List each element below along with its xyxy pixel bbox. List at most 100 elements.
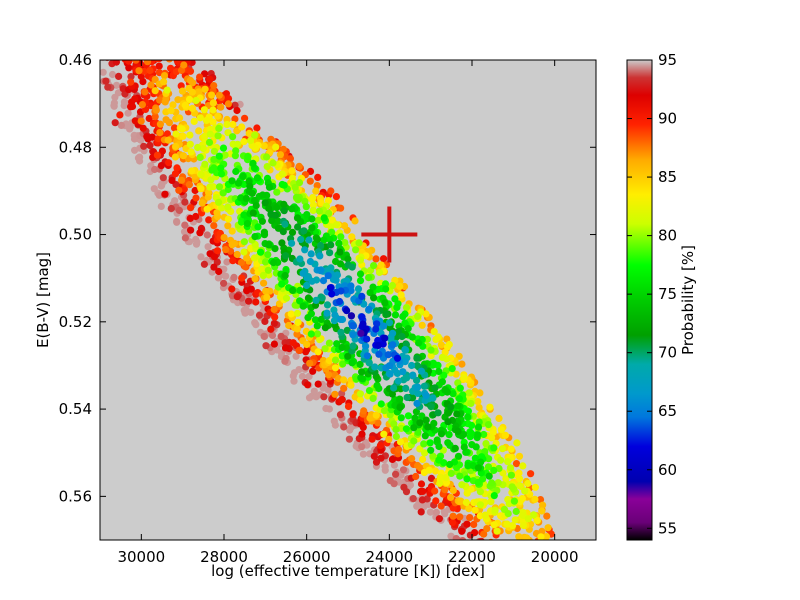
scatter-point xyxy=(224,185,232,194)
scatter-point xyxy=(402,425,410,433)
scatter-point xyxy=(521,487,529,495)
scatter-point xyxy=(229,120,237,129)
scatter-point xyxy=(270,319,278,327)
scatter-point xyxy=(375,350,383,358)
scatter-point xyxy=(238,123,246,131)
scatter-point xyxy=(519,553,526,560)
scatter-point xyxy=(458,527,466,535)
scatter-point xyxy=(477,537,485,540)
scatter-point xyxy=(474,423,483,431)
scatter-point xyxy=(224,222,232,230)
scatter-point xyxy=(311,316,320,324)
scatter-point xyxy=(442,474,450,482)
scatter-point xyxy=(430,328,438,336)
scatter-point xyxy=(294,196,302,204)
scatter-point xyxy=(131,52,138,59)
scatter-point xyxy=(218,204,226,212)
y-tick-label: 0.48 xyxy=(59,138,92,156)
scatter-point xyxy=(552,570,559,577)
scatter-point xyxy=(315,207,324,215)
scatter-point xyxy=(309,206,317,214)
scatter-point xyxy=(263,153,271,161)
scatter-point xyxy=(161,48,168,55)
scatter-point xyxy=(295,162,303,170)
scatter-point xyxy=(210,222,218,230)
scatter-point xyxy=(454,427,462,435)
scatter-point xyxy=(320,393,328,401)
scatter-point xyxy=(134,154,142,162)
scatter-point xyxy=(521,566,528,573)
scatter-point xyxy=(445,340,453,349)
scatter-point xyxy=(501,559,508,566)
scatter-point xyxy=(200,260,208,268)
scatter-point xyxy=(237,218,246,226)
scatter-point xyxy=(359,320,367,328)
scatter-point xyxy=(214,112,222,120)
scatter-point xyxy=(206,183,214,191)
scatter-point xyxy=(504,509,512,518)
scatter-point xyxy=(187,226,195,234)
scatter-point xyxy=(201,160,209,168)
colorbar-tick-label: 55 xyxy=(658,519,677,537)
scatter-point xyxy=(314,216,322,224)
scatter-point xyxy=(139,124,147,132)
scatter-point xyxy=(451,444,459,452)
scatter-point xyxy=(530,584,537,591)
scatter-point xyxy=(251,275,259,283)
scatter-point xyxy=(381,463,389,471)
scatter-point xyxy=(358,292,366,300)
scatter-point xyxy=(427,346,435,354)
scatter-point xyxy=(438,378,446,386)
scatter-point xyxy=(162,116,170,124)
scatter-point xyxy=(354,285,363,293)
scatter-point xyxy=(122,48,129,55)
scatter-point xyxy=(523,582,530,589)
scatter-point xyxy=(175,53,182,60)
scatter-point xyxy=(141,31,148,38)
scatter-point xyxy=(337,315,345,323)
scatter-point xyxy=(416,445,424,453)
scatter-point xyxy=(262,342,270,350)
colorbar-ticks: 55 60 65 70 75 80 85 90 95 xyxy=(627,51,677,537)
scatter-point xyxy=(115,33,122,40)
scatter-point xyxy=(99,46,106,53)
scatter-point xyxy=(320,214,328,222)
scatter-point xyxy=(372,325,380,333)
scatter-point xyxy=(506,464,515,472)
scatter-point xyxy=(337,204,345,212)
scatter-point xyxy=(412,472,420,481)
scatter-point xyxy=(116,111,124,119)
scatter-point xyxy=(508,522,517,530)
scatter-point xyxy=(307,330,315,338)
scatter-point xyxy=(181,234,189,242)
scatter-point xyxy=(299,302,307,310)
scatter-point xyxy=(146,141,154,150)
scatter-point xyxy=(112,60,120,66)
scatter-point xyxy=(519,539,522,540)
scatter-point xyxy=(305,236,313,244)
scatter-point xyxy=(359,375,367,383)
scatter-point xyxy=(192,96,200,105)
scatter-point xyxy=(201,85,209,93)
scatter-point xyxy=(178,87,187,95)
scatter-point xyxy=(288,167,296,175)
x-axis-label: log (effective temperature [K]) [dex] xyxy=(211,562,485,580)
scatter-point xyxy=(297,235,305,244)
scatter-point xyxy=(484,463,493,471)
scatter-point xyxy=(228,241,236,249)
scatter-point xyxy=(210,164,218,172)
scatter-point xyxy=(454,402,462,410)
scatter-point xyxy=(279,145,287,153)
scatter-point xyxy=(255,311,264,319)
scatter-point xyxy=(290,377,298,385)
scatter-point xyxy=(347,312,355,320)
scatter-point xyxy=(396,395,404,403)
scatter-point xyxy=(191,186,199,195)
scatter-point xyxy=(536,496,545,504)
scatter-point xyxy=(186,214,194,222)
scatter-point xyxy=(217,103,225,111)
scatter-point xyxy=(154,60,162,63)
scatter-point xyxy=(254,223,262,231)
scatter-point xyxy=(524,515,532,523)
scatter-point xyxy=(127,78,135,86)
